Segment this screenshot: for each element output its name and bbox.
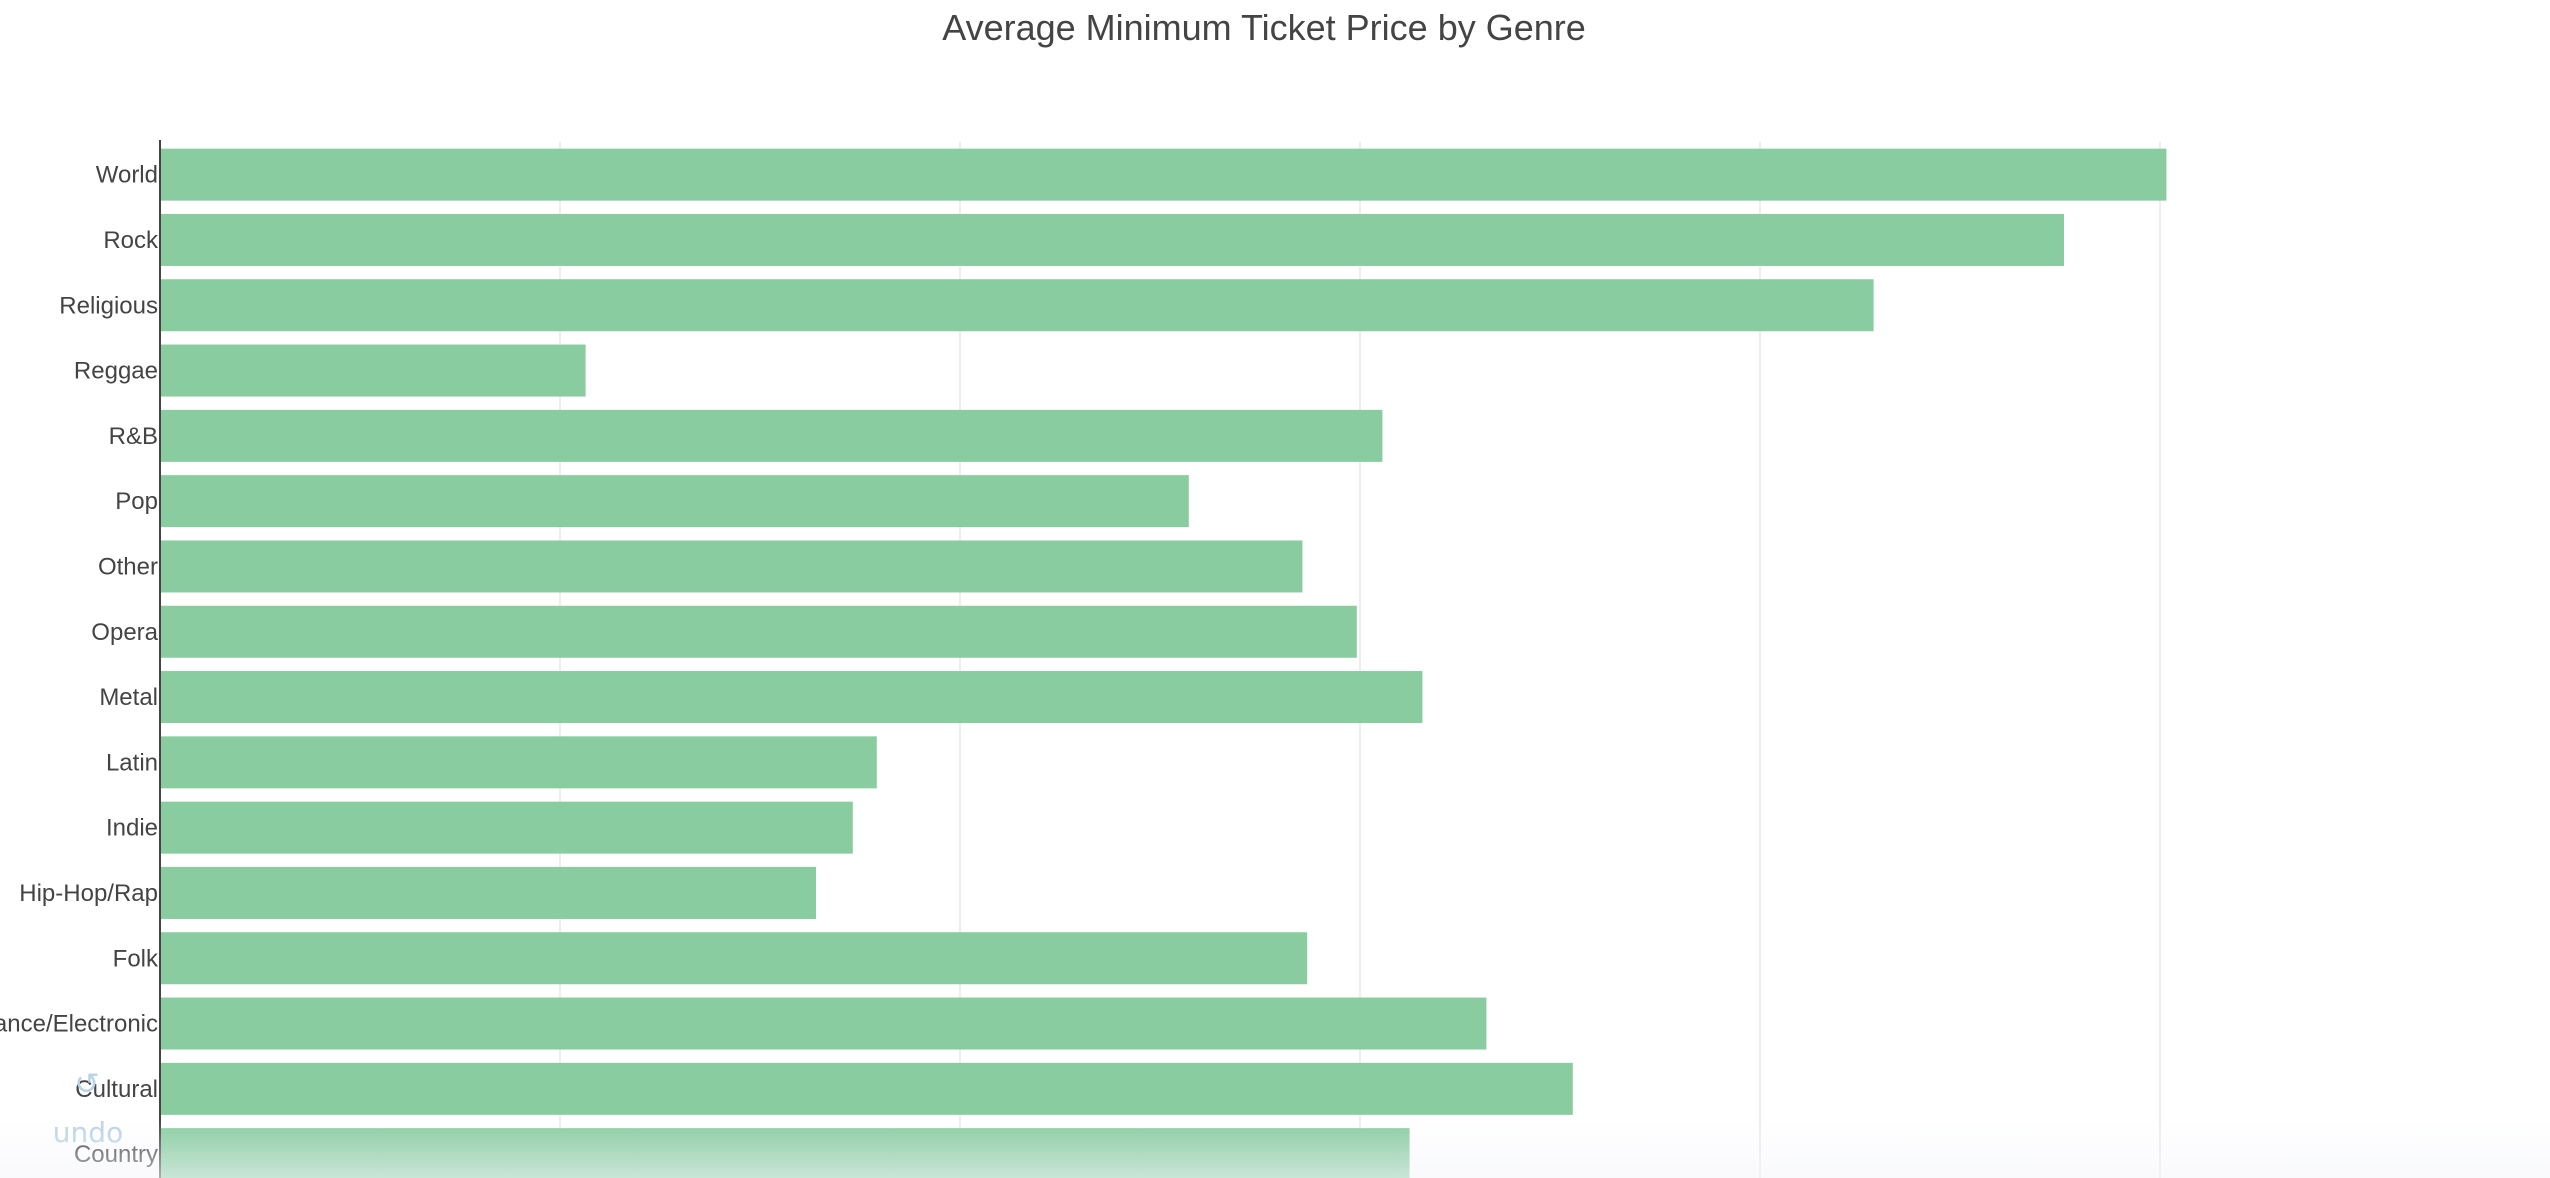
bar[interactable] — [160, 409, 1383, 462]
bar[interactable] — [160, 1062, 1573, 1115]
undo-button[interactable]: ↺ undo — [52, 1068, 124, 1158]
bar[interactable] — [160, 1128, 1410, 1178]
y-tick-label: R&B — [109, 423, 158, 450]
y-tick-label: Dance/Electronic — [0, 1011, 158, 1038]
bar[interactable] — [160, 279, 1874, 332]
y-tick-label: Hip-Hop/Rap — [19, 880, 158, 907]
bar[interactable] — [160, 213, 2064, 266]
bar[interactable] — [160, 605, 1357, 658]
bar[interactable] — [160, 540, 1303, 593]
bar[interactable] — [160, 148, 2167, 201]
y-tick-label: Cultural — [75, 1076, 158, 1103]
y-tick-label: Rock — [103, 227, 159, 254]
y-tick-label: Indie — [106, 815, 158, 842]
y-tick-label: Reggae — [74, 358, 158, 385]
y-tick-label: Metal — [99, 684, 158, 711]
bar[interactable] — [160, 475, 1189, 528]
y-tick-label: Folk — [113, 945, 159, 972]
bar[interactable] — [160, 801, 853, 854]
undo-label: undo — [52, 1116, 124, 1149]
bar[interactable] — [160, 866, 816, 919]
y-tick-label: Pop — [115, 488, 158, 515]
y-tick-label: Religious — [59, 292, 158, 319]
y-tick-label: Latin — [106, 749, 158, 776]
undo-icon: ↺ — [74, 1068, 100, 1101]
bar[interactable] — [160, 344, 586, 397]
y-tick-label: World — [96, 162, 158, 189]
y-tick-labels: World Rock Religious Reggae R&B Pop Other Opera… — [0, 162, 159, 1169]
bar[interactable] — [160, 997, 1487, 1050]
bar[interactable] — [160, 671, 1423, 724]
y-tick-label: Other — [98, 553, 158, 580]
bars — [160, 148, 2167, 1178]
y-tick-label: Opera — [91, 619, 158, 646]
bar[interactable] — [160, 736, 877, 789]
bar[interactable] — [160, 932, 1308, 985]
chart-title: Average Minimum Ticket Price by Genre — [942, 7, 1586, 48]
